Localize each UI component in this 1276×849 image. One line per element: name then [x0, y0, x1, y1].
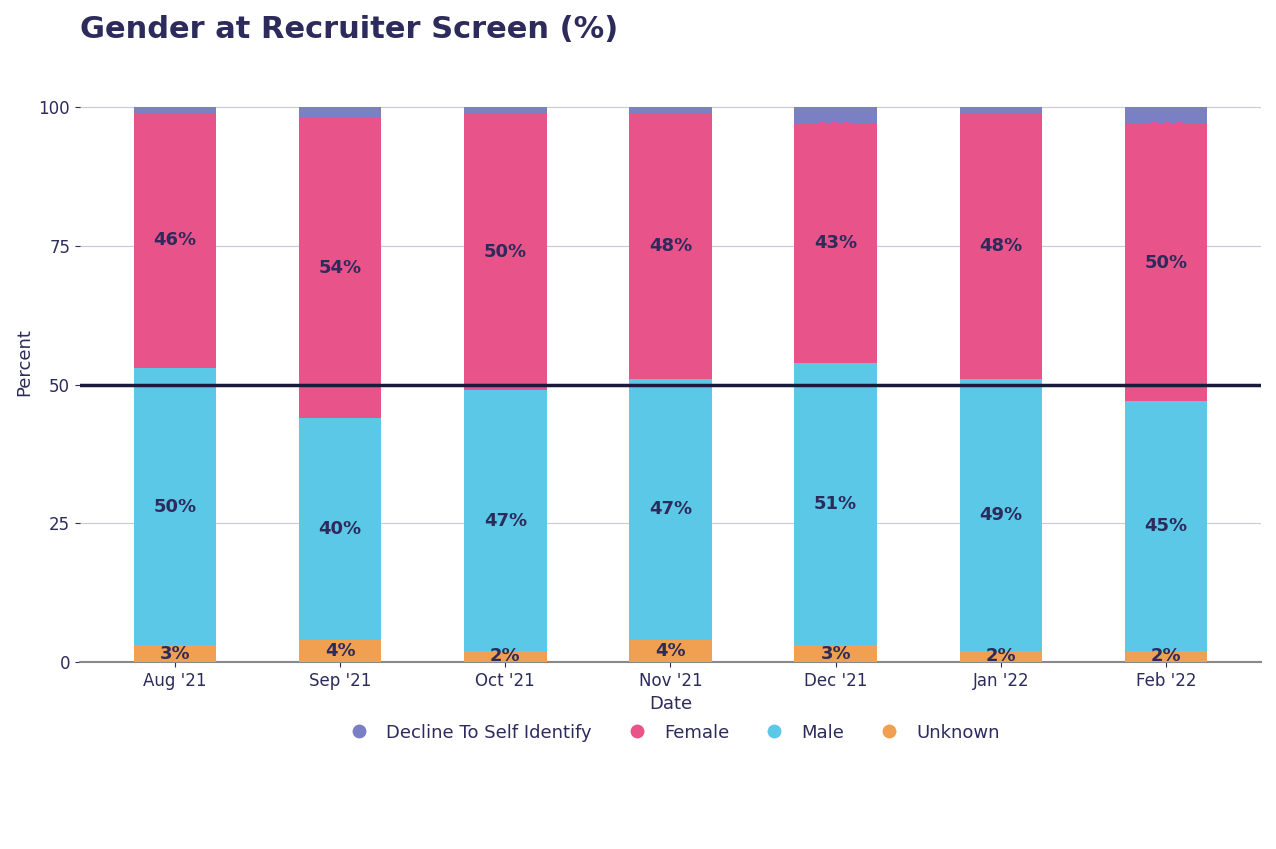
Bar — [629, 640, 712, 662]
Text: 242: 242 — [156, 121, 194, 139]
Bar — [464, 113, 546, 391]
Bar — [1124, 402, 1207, 651]
Bar — [629, 107, 712, 113]
Bar — [299, 119, 382, 418]
Bar — [1124, 651, 1207, 662]
Y-axis label: Percent: Percent — [15, 329, 33, 396]
Text: 47%: 47% — [484, 512, 527, 530]
Bar — [299, 107, 382, 119]
Text: 361: 361 — [652, 121, 689, 139]
Text: 2%: 2% — [1151, 648, 1182, 666]
Text: 51%: 51% — [814, 495, 857, 513]
Text: 40%: 40% — [319, 520, 361, 538]
Text: 249: 249 — [322, 121, 359, 139]
Text: 54%: 54% — [319, 259, 361, 278]
Text: 282: 282 — [817, 121, 855, 139]
Text: 43%: 43% — [814, 234, 857, 252]
Text: 50%: 50% — [153, 498, 197, 515]
Bar — [960, 380, 1042, 651]
Bar — [464, 107, 546, 113]
Text: 333: 333 — [486, 121, 524, 139]
Text: 4%: 4% — [655, 642, 685, 660]
Bar — [134, 645, 216, 662]
Bar — [1124, 124, 1207, 402]
Legend: Decline To Self Identify, Female, Male, Unknown: Decline To Self Identify, Female, Male, … — [334, 717, 1007, 749]
Bar — [629, 380, 712, 640]
Bar — [795, 363, 877, 645]
Bar — [795, 124, 877, 363]
Bar — [464, 651, 546, 662]
Text: 3%: 3% — [160, 644, 190, 663]
Text: 50%: 50% — [1145, 254, 1188, 272]
Text: 3%: 3% — [820, 644, 851, 663]
Text: 47%: 47% — [649, 501, 692, 519]
Text: Gender at Recruiter Screen (%): Gender at Recruiter Screen (%) — [80, 15, 618, 44]
Text: 2%: 2% — [985, 648, 1016, 666]
Bar — [134, 107, 216, 113]
Bar — [795, 645, 877, 662]
Text: 45%: 45% — [1145, 517, 1188, 535]
Bar — [299, 418, 382, 640]
X-axis label: Date: Date — [649, 695, 692, 713]
Bar — [134, 368, 216, 645]
Text: 46%: 46% — [153, 232, 197, 250]
Bar — [464, 391, 546, 651]
Bar — [629, 113, 712, 380]
Bar — [960, 651, 1042, 662]
Text: 4%: 4% — [325, 642, 356, 660]
Text: 327: 327 — [983, 121, 1020, 139]
Bar — [1124, 107, 1207, 124]
Text: 246: 246 — [1147, 121, 1185, 139]
Bar — [299, 640, 382, 662]
Text: 50%: 50% — [484, 243, 527, 261]
Text: 49%: 49% — [979, 506, 1022, 524]
Text: 48%: 48% — [979, 237, 1022, 255]
Bar — [960, 113, 1042, 380]
Bar — [795, 107, 877, 124]
Text: 2%: 2% — [490, 648, 521, 666]
Bar — [134, 113, 216, 368]
Bar — [960, 107, 1042, 113]
Text: 48%: 48% — [648, 237, 692, 255]
